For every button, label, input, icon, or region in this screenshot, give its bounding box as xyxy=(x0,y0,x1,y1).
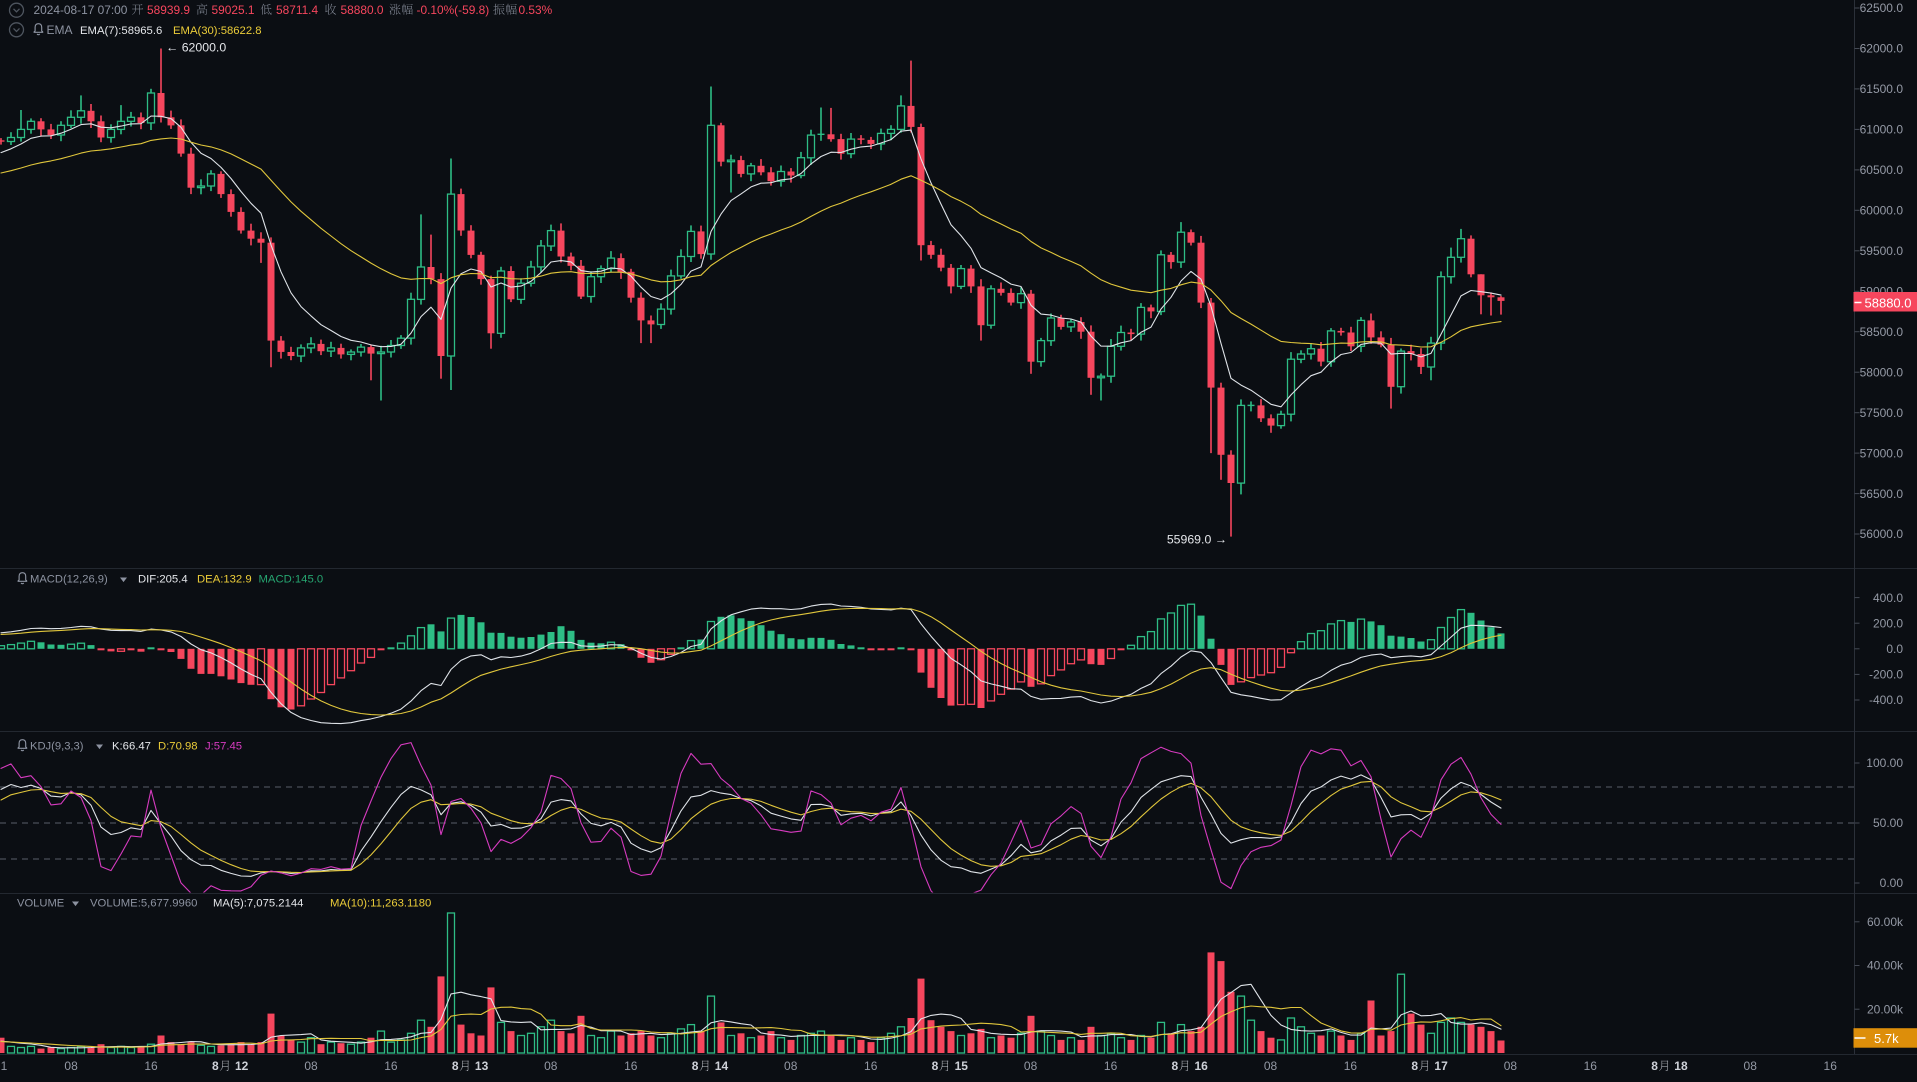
svg-text:08: 08 xyxy=(1264,1059,1278,1073)
svg-text:62000.0: 62000.0 xyxy=(1860,42,1904,56)
svg-text:20.00k: 20.00k xyxy=(1867,1003,1904,1017)
svg-text:DIF:205.4: DIF:205.4 xyxy=(138,574,188,586)
svg-text:VOLUME:5,677.9960: VOLUME:5,677.9960 xyxy=(90,898,197,910)
svg-text:59500.0: 59500.0 xyxy=(1860,244,1904,258)
svg-text:16: 16 xyxy=(864,1059,878,1073)
svg-text:-0.10%(-59.8): -0.10%(-59.8) xyxy=(417,3,490,17)
svg-text:18: 18 xyxy=(1674,1059,1688,1073)
svg-text:08: 08 xyxy=(304,1059,318,1073)
svg-text:12: 12 xyxy=(235,1059,249,1073)
svg-text:17: 17 xyxy=(1434,1059,1448,1073)
svg-text:57000.0: 57000.0 xyxy=(1860,446,1904,460)
svg-text:8: 8 xyxy=(1651,1059,1658,1073)
svg-text:8: 8 xyxy=(212,1059,219,1073)
svg-text:8: 8 xyxy=(692,1059,699,1073)
svg-text:VOLUME: VOLUME xyxy=(17,898,64,910)
svg-text:58711.4: 58711.4 xyxy=(276,3,318,17)
svg-text:59025.1: 59025.1 xyxy=(212,3,255,17)
svg-text:16: 16 xyxy=(384,1059,398,1073)
svg-text:58880.0: 58880.0 xyxy=(341,3,384,17)
svg-text:40.00k: 40.00k xyxy=(1867,959,1904,973)
svg-text:EMA(30):58622.8: EMA(30):58622.8 xyxy=(173,25,262,37)
svg-text:-400.0: -400.0 xyxy=(1869,693,1903,707)
svg-text:MA(10):11,263.1180: MA(10):11,263.1180 xyxy=(330,898,431,910)
svg-text:K:66.47: K:66.47 xyxy=(112,741,151,753)
svg-text:MACD(12,26,9): MACD(12,26,9) xyxy=(30,574,108,586)
svg-text:J:57.45: J:57.45 xyxy=(205,741,242,753)
svg-text:61000.0: 61000.0 xyxy=(1860,123,1904,137)
svg-text:14: 14 xyxy=(715,1059,729,1073)
svg-text:MA(5):7,075.2144: MA(5):7,075.2144 xyxy=(213,898,303,910)
svg-text:100.00: 100.00 xyxy=(1866,756,1903,770)
svg-text:57500.0: 57500.0 xyxy=(1860,406,1904,420)
svg-text:0.00: 0.00 xyxy=(1880,876,1904,890)
svg-text:13: 13 xyxy=(475,1059,489,1073)
svg-text:56500.0: 56500.0 xyxy=(1860,487,1904,501)
svg-text:8: 8 xyxy=(1411,1059,1418,1073)
svg-text:50.00: 50.00 xyxy=(1873,816,1903,830)
svg-text:58000.0: 58000.0 xyxy=(1860,365,1904,379)
svg-text:16: 16 xyxy=(1104,1059,1118,1073)
svg-text:8: 8 xyxy=(452,1059,459,1073)
svg-text:58939.9: 58939.9 xyxy=(147,3,190,17)
svg-text:0.0: 0.0 xyxy=(1886,642,1903,656)
svg-text:60000.0: 60000.0 xyxy=(1860,204,1904,218)
svg-text:KDJ(9,3,3): KDJ(9,3,3) xyxy=(30,741,84,753)
svg-text:16: 16 xyxy=(1584,1059,1598,1073)
svg-text:58880.0: 58880.0 xyxy=(1865,295,1912,310)
svg-text:55969.0 →: 55969.0 → xyxy=(1167,533,1227,547)
svg-text:400.0: 400.0 xyxy=(1873,591,1903,605)
svg-text:EMA(7):58965.6: EMA(7):58965.6 xyxy=(80,25,162,37)
svg-text:08: 08 xyxy=(64,1059,78,1073)
svg-text:1: 1 xyxy=(1,1059,8,1073)
svg-text:16: 16 xyxy=(1195,1059,1209,1073)
svg-text:56000.0: 56000.0 xyxy=(1860,527,1904,541)
svg-text:MACD:145.0: MACD:145.0 xyxy=(259,574,324,586)
svg-text:08: 08 xyxy=(544,1059,558,1073)
svg-text:15: 15 xyxy=(955,1059,969,1073)
svg-text:61500.0: 61500.0 xyxy=(1860,82,1904,96)
svg-text:8: 8 xyxy=(932,1059,939,1073)
svg-text:08: 08 xyxy=(1504,1059,1518,1073)
svg-text:16: 16 xyxy=(1824,1059,1838,1073)
svg-text:16: 16 xyxy=(1344,1059,1358,1073)
svg-text:2024-08-17 07:00: 2024-08-17 07:00 xyxy=(34,3,128,17)
svg-text:-200.0: -200.0 xyxy=(1869,668,1903,682)
svg-text:D:70.98: D:70.98 xyxy=(158,741,198,753)
svg-text:8: 8 xyxy=(1172,1059,1179,1073)
svg-text:5.7k: 5.7k xyxy=(1874,1031,1899,1046)
svg-text:60500.0: 60500.0 xyxy=(1860,163,1904,177)
svg-text:08: 08 xyxy=(1744,1059,1758,1073)
svg-text:DEA:132.9: DEA:132.9 xyxy=(197,574,252,586)
svg-text:08: 08 xyxy=(784,1059,798,1073)
svg-text:08: 08 xyxy=(1024,1059,1038,1073)
svg-text:58500.0: 58500.0 xyxy=(1860,325,1904,339)
svg-text:0.53%: 0.53% xyxy=(519,3,553,17)
svg-text:62500.0: 62500.0 xyxy=(1860,1,1904,15)
svg-text:16: 16 xyxy=(624,1059,638,1073)
svg-text:← 62000.0: ← 62000.0 xyxy=(166,41,226,55)
svg-text:200.0: 200.0 xyxy=(1873,616,1903,630)
svg-text:16: 16 xyxy=(144,1059,158,1073)
svg-text:60.00k: 60.00k xyxy=(1867,915,1904,929)
svg-text:EMA: EMA xyxy=(47,23,73,37)
